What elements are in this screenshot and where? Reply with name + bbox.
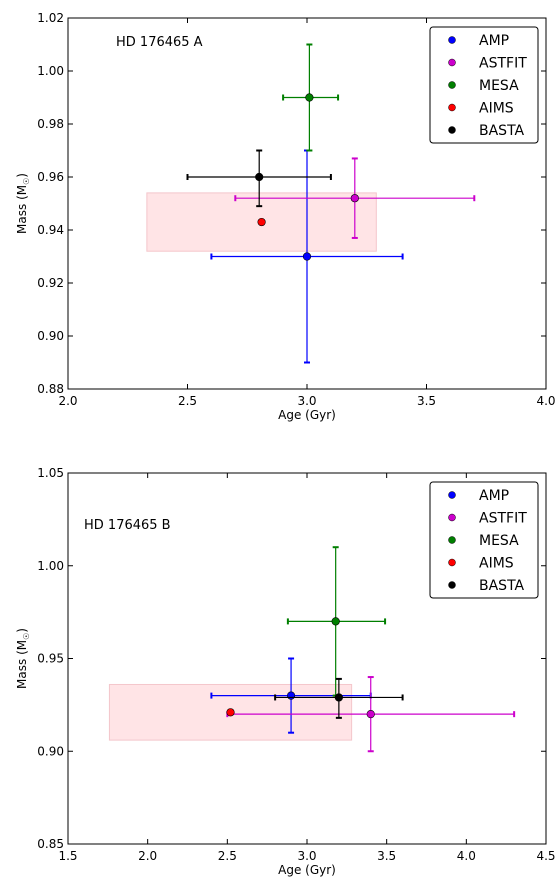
legend-marker bbox=[448, 103, 456, 112]
legend-label: AIMS bbox=[479, 101, 514, 117]
star-annotation: HD 176465 B bbox=[84, 518, 171, 533]
legend-label: MESA bbox=[479, 78, 519, 94]
legend-marker bbox=[448, 558, 456, 567]
series-amp bbox=[210, 657, 372, 734]
y-tick-label: 0.92 bbox=[37, 276, 64, 290]
data-point bbox=[255, 172, 264, 182]
legend-marker bbox=[448, 536, 456, 544]
legend-label: AIMS bbox=[479, 556, 514, 572]
series-mesa bbox=[282, 43, 340, 152]
y-tick-label: 1.05 bbox=[37, 466, 64, 480]
x-tick-label: 3.0 bbox=[297, 849, 316, 863]
data-point bbox=[286, 691, 296, 700]
data-point bbox=[331, 617, 340, 626]
legend-label: ASTFIT bbox=[479, 56, 527, 72]
y-axis-label: Mass (M☉) bbox=[15, 628, 31, 689]
x-tick-label: 4.0 bbox=[536, 394, 555, 408]
axes-frame bbox=[67, 472, 547, 845]
x-tick-label: 3.0 bbox=[297, 394, 316, 408]
series-astfit bbox=[234, 157, 476, 239]
x-tick-label: 1.5 bbox=[58, 849, 77, 863]
series-basta bbox=[186, 149, 332, 208]
y-tick-label: 0.88 bbox=[37, 382, 64, 396]
x-tick-label: 2.5 bbox=[218, 849, 237, 863]
star-annotation: HD 176465 A bbox=[116, 35, 203, 50]
x-axis-label: Age (Gyr) bbox=[278, 408, 336, 422]
chart-0: 2.0 2.5 3.0 3.5 4.0 0.88 0.90 0.92 0.94 0.96 0.98 1… bbox=[15, 11, 556, 422]
legend-label: MESA bbox=[479, 533, 519, 549]
data-point bbox=[334, 693, 343, 702]
x-tick-label: 2.0 bbox=[58, 394, 77, 408]
x-tick-label: 4.0 bbox=[457, 849, 476, 863]
series-aims bbox=[257, 217, 266, 227]
x-tick-label: 4.5 bbox=[536, 849, 555, 863]
legend-label: BASTA bbox=[479, 123, 525, 139]
y-tick-label: 0.94 bbox=[37, 223, 64, 237]
data-point bbox=[226, 708, 235, 717]
legend-marker bbox=[448, 81, 456, 89]
legend-frame bbox=[429, 26, 539, 144]
y-tick-label: 0.85 bbox=[37, 837, 64, 851]
x-tick-label: 2.5 bbox=[178, 394, 197, 408]
legend-marker bbox=[448, 513, 456, 522]
y-tick-label: 0.98 bbox=[37, 117, 64, 131]
y-tick-label: 0.96 bbox=[37, 170, 64, 184]
x-tick-label: 3.5 bbox=[417, 394, 436, 408]
legend-label: BASTA bbox=[479, 578, 525, 594]
legend-label: AMP bbox=[479, 488, 509, 504]
legend: AMP ASTFIT MESA AIMS BASTA bbox=[429, 481, 539, 599]
legend-marker bbox=[448, 126, 456, 134]
data-point bbox=[257, 217, 266, 227]
y-tick-label: 1.00 bbox=[37, 64, 64, 78]
x-tick-label: 2.0 bbox=[138, 849, 157, 863]
legend-label: ASTFIT bbox=[479, 511, 527, 527]
axes-frame bbox=[67, 17, 547, 390]
series-amp bbox=[210, 149, 404, 364]
y-tick-label: 0.90 bbox=[37, 744, 64, 758]
series-aims bbox=[226, 708, 235, 717]
data-point bbox=[350, 194, 359, 203]
legend-marker bbox=[448, 36, 456, 44]
legend-marker bbox=[448, 581, 456, 589]
series-mesa bbox=[286, 546, 387, 697]
y-tick-label: 1.00 bbox=[37, 559, 64, 573]
legend: AMP ASTFIT MESA AIMS BASTA bbox=[429, 26, 539, 144]
x-axis-label: Age (Gyr) bbox=[278, 863, 336, 877]
chart-1: 1.5 2.0 2.5 3.0 3.5 4.0 4.5 0.85 0.90 0.95 1.00 1.0… bbox=[15, 466, 556, 877]
series-basta bbox=[274, 677, 404, 719]
y-tick-label: 0.95 bbox=[37, 652, 64, 666]
legend-frame bbox=[429, 481, 539, 599]
legend-marker bbox=[448, 491, 456, 499]
y-tick-label: 0.90 bbox=[37, 329, 64, 343]
data-point bbox=[366, 710, 375, 719]
legend-label: AMP bbox=[479, 33, 509, 49]
y-axis-label: Mass (M☉) bbox=[15, 173, 31, 234]
data-point bbox=[305, 93, 314, 102]
legend-marker bbox=[448, 58, 456, 67]
x-tick-label: 3.5 bbox=[377, 849, 396, 863]
y-tick-label: 1.02 bbox=[37, 11, 64, 25]
data-point bbox=[302, 252, 312, 261]
